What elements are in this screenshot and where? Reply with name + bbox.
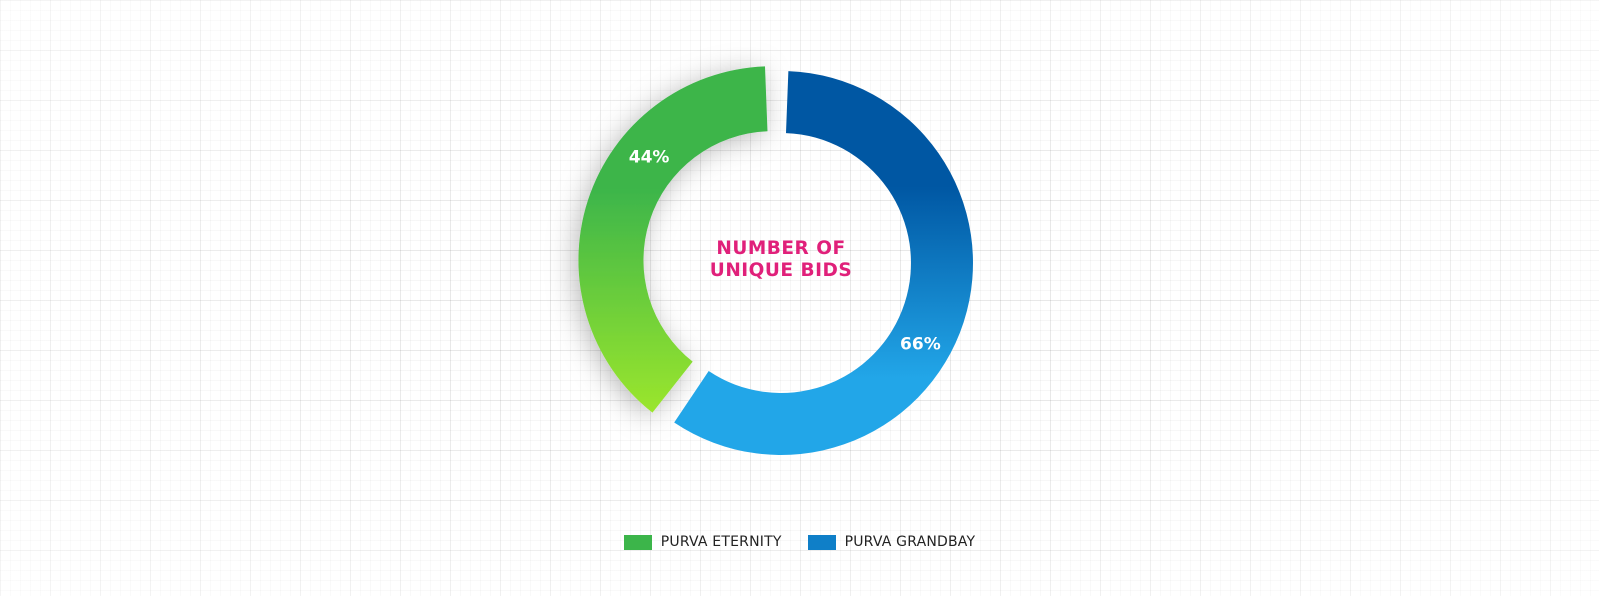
- data-label-purva-eternity: 44%: [629, 148, 670, 168]
- chart-title-line-1: NUMBER OF: [716, 238, 845, 259]
- legend-label-purva-eternity: PURVA ETERNITY: [661, 534, 782, 550]
- legend: PURVA ETERNITY PURVA GRANDBAY: [0, 532, 1599, 552]
- legend-label-purva-grandbay: PURVA GRANDBAY: [845, 534, 976, 550]
- legend-swatch-purva-eternity: [624, 535, 652, 550]
- legend-item-purva-eternity: PURVA ETERNITY: [624, 534, 782, 550]
- data-label-purva-grandbay: 66%: [900, 335, 941, 355]
- chart-title-line-2: UNIQUE BIDS: [710, 260, 852, 281]
- legend-item-purva-grandbay: PURVA GRANDBAY: [808, 534, 976, 550]
- legend-swatch-purva-grandbay: [808, 535, 836, 550]
